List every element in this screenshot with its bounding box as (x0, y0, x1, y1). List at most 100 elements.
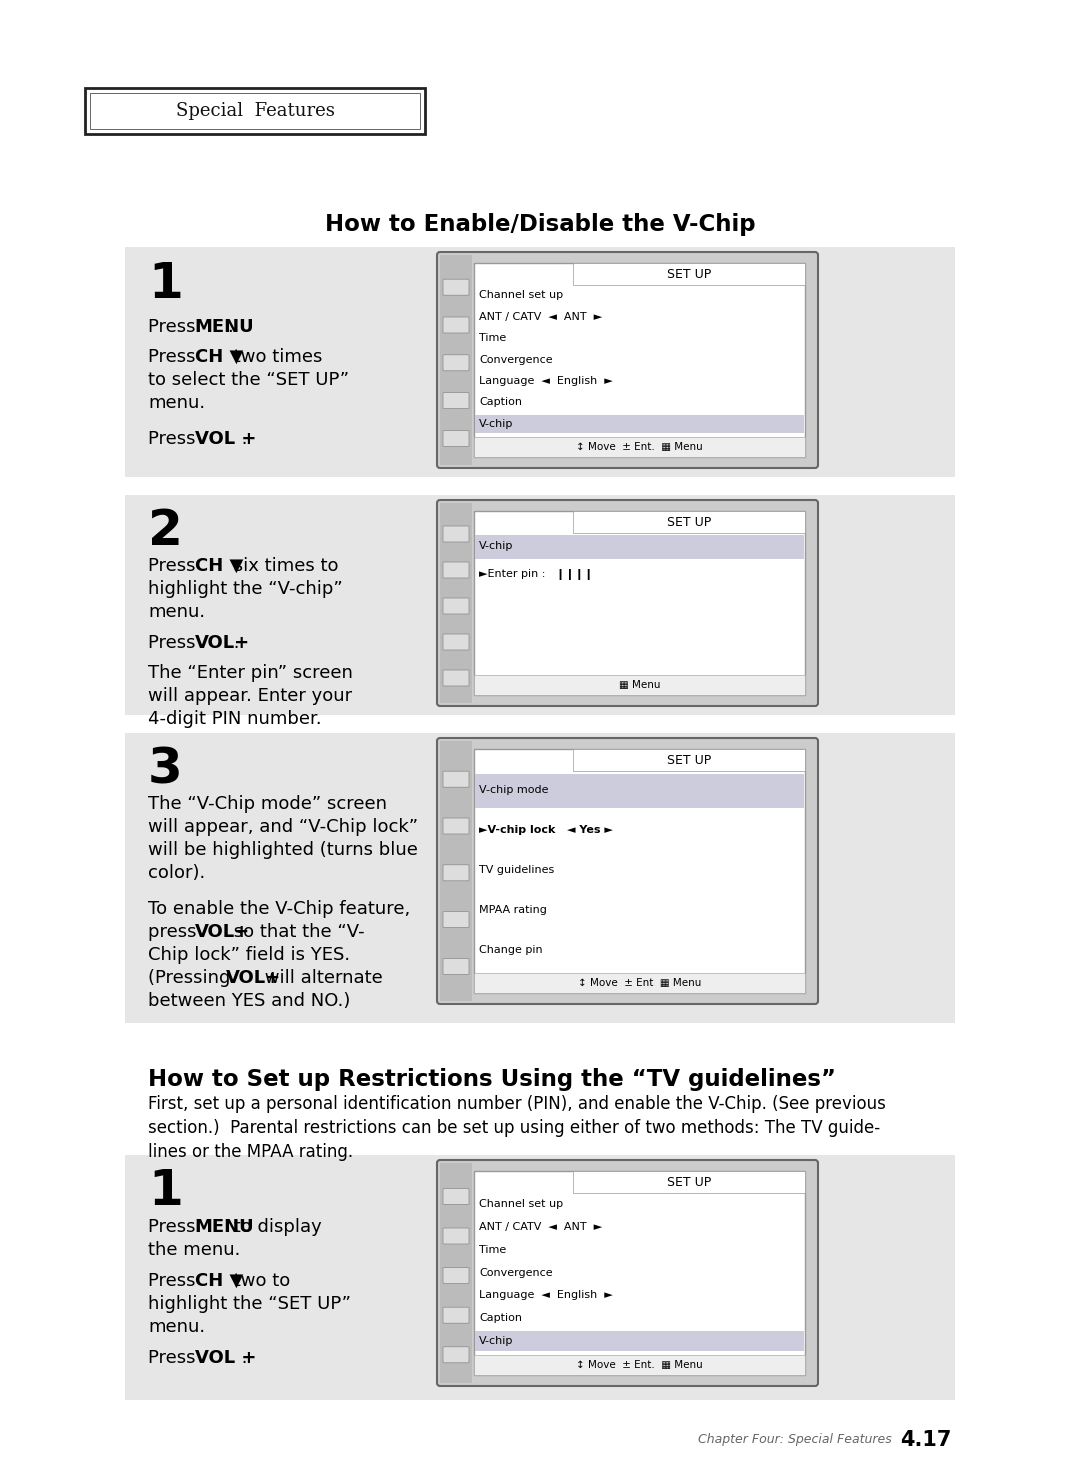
Text: V-chip: V-chip (480, 419, 513, 429)
Text: ↕ Move  ± Ent.  ▦ Menu: ↕ Move ± Ent. ▦ Menu (576, 1360, 703, 1371)
FancyBboxPatch shape (443, 317, 469, 333)
Text: between YES and NO.): between YES and NO.) (148, 992, 350, 1011)
Text: Language  ◄  English  ►: Language ◄ English ► (480, 376, 612, 386)
FancyBboxPatch shape (443, 1347, 469, 1363)
Text: press: press (148, 923, 202, 942)
Bar (440, 740, 472, 1000)
Text: section.)  Parental restrictions can be set up using either of two methods: The : section.) Parental restrictions can be s… (148, 1119, 880, 1137)
Bar (125, 733, 955, 1022)
Bar (573, 1171, 805, 1193)
Bar (90, 93, 420, 129)
Bar (125, 1155, 955, 1400)
Text: Caption: Caption (480, 398, 522, 407)
FancyBboxPatch shape (443, 865, 469, 881)
Text: Press: Press (148, 635, 201, 652)
Bar (474, 263, 805, 457)
FancyBboxPatch shape (443, 355, 469, 370)
Text: ANT / CATV  ◄  ANT  ►: ANT / CATV ◄ ANT ► (480, 311, 603, 322)
Text: MENU: MENU (194, 317, 255, 336)
Text: 4-digit PIN number.: 4-digit PIN number. (148, 710, 322, 729)
Bar (125, 247, 955, 477)
Text: The “V-Chip mode” screen: The “V-Chip mode” screen (148, 795, 387, 812)
Bar (474, 1354, 805, 1375)
Text: ►Enter pin :   ❙❙❙❙: ►Enter pin : ❙❙❙❙ (480, 569, 593, 580)
Text: TV guidelines: TV guidelines (480, 865, 554, 876)
Bar (475, 535, 804, 558)
Text: VOL+: VOL+ (194, 635, 249, 652)
Text: ►V-chip lock   ◄ Yes ►: ►V-chip lock ◄ Yes ► (480, 826, 612, 836)
Text: SET UP: SET UP (667, 516, 712, 529)
Text: Press: Press (148, 1349, 201, 1368)
Text: will appear. Enter your: will appear. Enter your (148, 687, 352, 705)
Text: menu.: menu. (148, 1318, 205, 1335)
FancyBboxPatch shape (443, 392, 469, 408)
Text: .: . (228, 317, 233, 336)
Text: menu.: menu. (148, 602, 205, 621)
Text: Chip lock” field is YES.: Chip lock” field is YES. (148, 946, 350, 964)
Text: Change pin: Change pin (480, 945, 542, 955)
FancyBboxPatch shape (443, 598, 469, 614)
Bar (474, 749, 805, 993)
Text: Press: Press (148, 557, 201, 574)
Text: 1: 1 (148, 260, 183, 308)
Text: Press: Press (148, 1272, 201, 1290)
FancyBboxPatch shape (443, 912, 469, 927)
Text: Convergence: Convergence (480, 1268, 553, 1278)
FancyBboxPatch shape (443, 670, 469, 686)
Text: .: . (235, 1349, 247, 1368)
Bar (474, 436, 805, 457)
Text: How to Enable/Disable the V-Chip: How to Enable/Disable the V-Chip (325, 213, 755, 237)
Text: V-chip mode: V-chip mode (480, 786, 549, 795)
Bar (474, 511, 805, 695)
Text: V-chip: V-chip (480, 542, 513, 551)
FancyBboxPatch shape (443, 1268, 469, 1284)
Bar (440, 256, 472, 466)
Text: Chapter Four: Special Features: Chapter Four: Special Features (699, 1434, 900, 1447)
Text: VOL +: VOL + (194, 430, 256, 448)
FancyBboxPatch shape (443, 818, 469, 834)
Text: VOL+: VOL+ (194, 923, 249, 942)
Text: First, set up a personal identification number (PIN), and enable the V-Chip. (Se: First, set up a personal identification … (148, 1094, 886, 1114)
Text: V-chip: V-chip (480, 1337, 513, 1346)
Text: lines or the MPAA rating.: lines or the MPAA rating. (148, 1143, 353, 1161)
Text: so that the “V-: so that the “V- (228, 923, 364, 942)
FancyBboxPatch shape (443, 279, 469, 295)
FancyBboxPatch shape (443, 958, 469, 974)
Text: 1: 1 (148, 1166, 183, 1215)
Bar (440, 502, 472, 704)
Bar (474, 674, 805, 695)
Text: SET UP: SET UP (667, 754, 712, 767)
Text: Time: Time (480, 1244, 507, 1255)
Text: How to Set up Restrictions Using the “TV guidelines”: How to Set up Restrictions Using the “TV… (148, 1068, 836, 1091)
Text: six times to: six times to (228, 557, 338, 574)
Text: VOL+: VOL+ (226, 970, 281, 987)
Text: SET UP: SET UP (667, 267, 712, 281)
FancyBboxPatch shape (443, 771, 469, 787)
Text: Special  Features: Special Features (176, 101, 335, 120)
Bar (475, 414, 804, 433)
FancyBboxPatch shape (437, 737, 818, 1003)
Text: 3: 3 (148, 745, 183, 793)
FancyBboxPatch shape (437, 253, 818, 469)
Text: two to: two to (228, 1272, 289, 1290)
Text: color).: color). (148, 864, 205, 881)
Text: .: . (235, 430, 247, 448)
Text: CH ▼: CH ▼ (194, 348, 243, 366)
Text: ↕ Move  ± Ent.  ▦ Menu: ↕ Move ± Ent. ▦ Menu (576, 442, 703, 452)
Text: to select the “SET UP”: to select the “SET UP” (148, 372, 349, 389)
Bar (440, 1163, 472, 1382)
Bar (475, 774, 804, 808)
Text: the menu.: the menu. (148, 1241, 241, 1259)
Bar (474, 1171, 805, 1375)
Text: CH ▼: CH ▼ (194, 1272, 243, 1290)
Text: ↕ Move  ± Ent  ▦ Menu: ↕ Move ± Ent ▦ Menu (578, 978, 701, 989)
Text: Press: Press (148, 317, 201, 336)
Text: will appear, and “V-Chip lock”: will appear, and “V-Chip lock” (148, 818, 418, 836)
Text: highlight the “V-chip”: highlight the “V-chip” (148, 580, 342, 598)
Text: .: . (228, 635, 239, 652)
Text: two times: two times (228, 348, 322, 366)
Text: CH ▼: CH ▼ (194, 557, 243, 574)
Text: highlight the “SET UP”: highlight the “SET UP” (148, 1296, 351, 1313)
Text: Channel set up: Channel set up (480, 291, 563, 300)
FancyBboxPatch shape (437, 499, 818, 707)
